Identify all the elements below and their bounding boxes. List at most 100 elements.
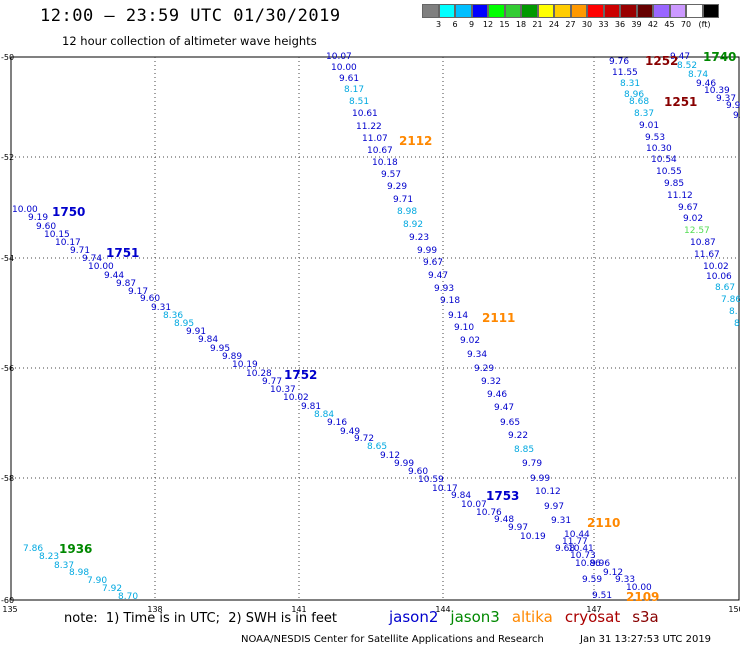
legend-swatches bbox=[422, 4, 719, 18]
wave-height-label: 10.39 bbox=[704, 86, 730, 96]
wave-height-label: 10.44 bbox=[564, 530, 590, 540]
wave-height-label: 9.68 bbox=[555, 544, 575, 554]
wave-height-label: 9.46 bbox=[487, 390, 507, 400]
wave-height-label: 10.30 bbox=[646, 144, 672, 154]
wave-height-label: 8.98 bbox=[69, 568, 89, 578]
legend-swatch bbox=[504, 4, 521, 18]
mission-label-altika: altika bbox=[511, 608, 553, 626]
legend-label: 3 bbox=[435, 20, 442, 29]
wave-height-label: 10.00 bbox=[88, 262, 114, 272]
y-tick-label: -56 bbox=[1, 364, 14, 373]
x-tick-label: 150 bbox=[728, 605, 740, 614]
wave-height-label: 9.61 bbox=[339, 74, 359, 84]
wave-height-label: 8.96 bbox=[624, 90, 644, 100]
wave-height-label: 10.76 bbox=[476, 508, 502, 518]
legend-swatch bbox=[438, 4, 455, 18]
footer-timestamp: Jan 31 13:27:53 UTC 2019 bbox=[580, 634, 712, 645]
x-tick-label: 147 bbox=[586, 605, 601, 614]
y-tick-label: -60 bbox=[1, 596, 14, 605]
wave-height-label: 9.47 bbox=[670, 52, 690, 62]
mission-label-jason3: jason3 bbox=[450, 608, 500, 626]
wave-height-label: 10.07 bbox=[326, 52, 352, 62]
wave-height-label: 9.18 bbox=[440, 296, 460, 306]
wave-height-label: 10.37 bbox=[270, 385, 296, 395]
wave-height-label: 9.01 bbox=[639, 121, 659, 131]
wave-height-label: 8.65 bbox=[367, 442, 387, 452]
wave-height-label: 9.44 bbox=[104, 271, 124, 281]
wave-height-label: 10.55 bbox=[656, 167, 682, 177]
pass-number-label: 1740 bbox=[703, 50, 736, 64]
wave-height-label: 8.67 bbox=[715, 283, 735, 293]
x-tick-label: 135 bbox=[2, 605, 17, 614]
wave-height-label: 8.31 bbox=[620, 79, 640, 89]
wave-height-label: 7.90 bbox=[87, 576, 107, 586]
wave-height-label: 9.53 bbox=[645, 133, 665, 143]
wave-height-label: 8.92 bbox=[403, 220, 423, 230]
wave-height-label: 9.60 bbox=[140, 294, 160, 304]
wave-height-label: 10.07 bbox=[461, 500, 487, 510]
legend-swatch bbox=[570, 4, 587, 18]
legend-swatch bbox=[653, 4, 670, 18]
legend-swatch bbox=[686, 4, 703, 18]
pass-number-label: 1252 bbox=[645, 54, 678, 68]
wave-height-label: 11.07 bbox=[362, 134, 388, 144]
wave-height-label: 10.17 bbox=[432, 484, 458, 494]
wave-height-label: 9.77 bbox=[262, 377, 282, 387]
legend-swatch bbox=[521, 4, 538, 18]
legend-label: 36 bbox=[614, 20, 626, 29]
legend-label: 21 bbox=[532, 20, 543, 29]
wave-height-label: 10.00 bbox=[12, 205, 38, 215]
wave-height-label: 10.00 bbox=[626, 583, 652, 593]
wave-height-label: 8.98 bbox=[397, 207, 417, 217]
wave-height-label: 9.57 bbox=[381, 170, 401, 180]
legend-label: 45 bbox=[664, 20, 675, 29]
wave-height-label: 9.12 bbox=[603, 568, 623, 578]
wave-height-label: 9.47 bbox=[494, 403, 514, 413]
wave-height-label: 8.17 bbox=[344, 85, 364, 95]
wave-height-label: 10.73 bbox=[570, 551, 596, 561]
legend-swatch bbox=[537, 4, 554, 18]
wave-height-label: 10.28 bbox=[246, 369, 272, 379]
x-tick-label: 138 bbox=[147, 605, 162, 614]
legend-swatch bbox=[488, 4, 505, 18]
wave-height-label: 9.93 bbox=[434, 284, 454, 294]
legend-label: 24 bbox=[548, 20, 560, 29]
wave-height-label: 9.96 bbox=[590, 559, 610, 569]
wave-height-label: 10.06 bbox=[706, 272, 732, 282]
legend-label: 39 bbox=[631, 20, 642, 29]
wave-height-label: 9.99 bbox=[394, 459, 414, 469]
legend-label: 6 bbox=[452, 20, 458, 29]
wave-height-label: 10.15 bbox=[44, 230, 70, 240]
wave-height-label: 9.47 bbox=[428, 271, 448, 281]
wave-height-label: 9.02 bbox=[460, 336, 480, 346]
wave-height-label: 9.19 bbox=[28, 213, 48, 223]
wave-height-label: 9.31 bbox=[151, 303, 171, 313]
wave-height-label: 10.19 bbox=[520, 532, 546, 542]
wave-height-label: 10.67 bbox=[367, 146, 393, 156]
pass-number-label: 1751 bbox=[106, 246, 139, 260]
wave-height-label: 9.74 bbox=[82, 254, 102, 264]
wave-height-label: 7.86 bbox=[23, 544, 43, 554]
wave-height-label: 9.99 bbox=[417, 246, 437, 256]
wave-height-label: 9.29 bbox=[474, 364, 494, 374]
wave-height-label: 9.67 bbox=[423, 258, 443, 268]
wave-height-label: 12.57 bbox=[684, 226, 710, 236]
mission-legend: jason2 jason3 altika cryosat s3a bbox=[389, 608, 671, 626]
wave-height-label: 9. bbox=[733, 111, 740, 121]
wave-height-label: 9.91 bbox=[186, 327, 206, 337]
wave-height-label: 9.67 bbox=[678, 203, 698, 213]
legend-label: 33 bbox=[598, 20, 609, 29]
legend-swatch bbox=[702, 4, 719, 18]
wave-height-label: 11.77 bbox=[562, 537, 588, 547]
wave-height-label: 10.17 bbox=[55, 238, 81, 248]
wave-height-label: 9.72 bbox=[354, 434, 374, 444]
wave-height-label: 8.68 bbox=[629, 97, 649, 107]
legend-label: (ft) bbox=[698, 20, 711, 29]
legend-label: 12 bbox=[482, 20, 494, 29]
wave-height-label: 9.95 bbox=[210, 344, 230, 354]
wave-height-label: 9.33 bbox=[615, 575, 635, 585]
mission-label-cryosat: cryosat bbox=[564, 608, 621, 626]
wave-height-label: 11.12 bbox=[667, 191, 693, 201]
wave-height-label: 9.22 bbox=[508, 431, 528, 441]
wave-height-label: 9.87 bbox=[116, 279, 136, 289]
